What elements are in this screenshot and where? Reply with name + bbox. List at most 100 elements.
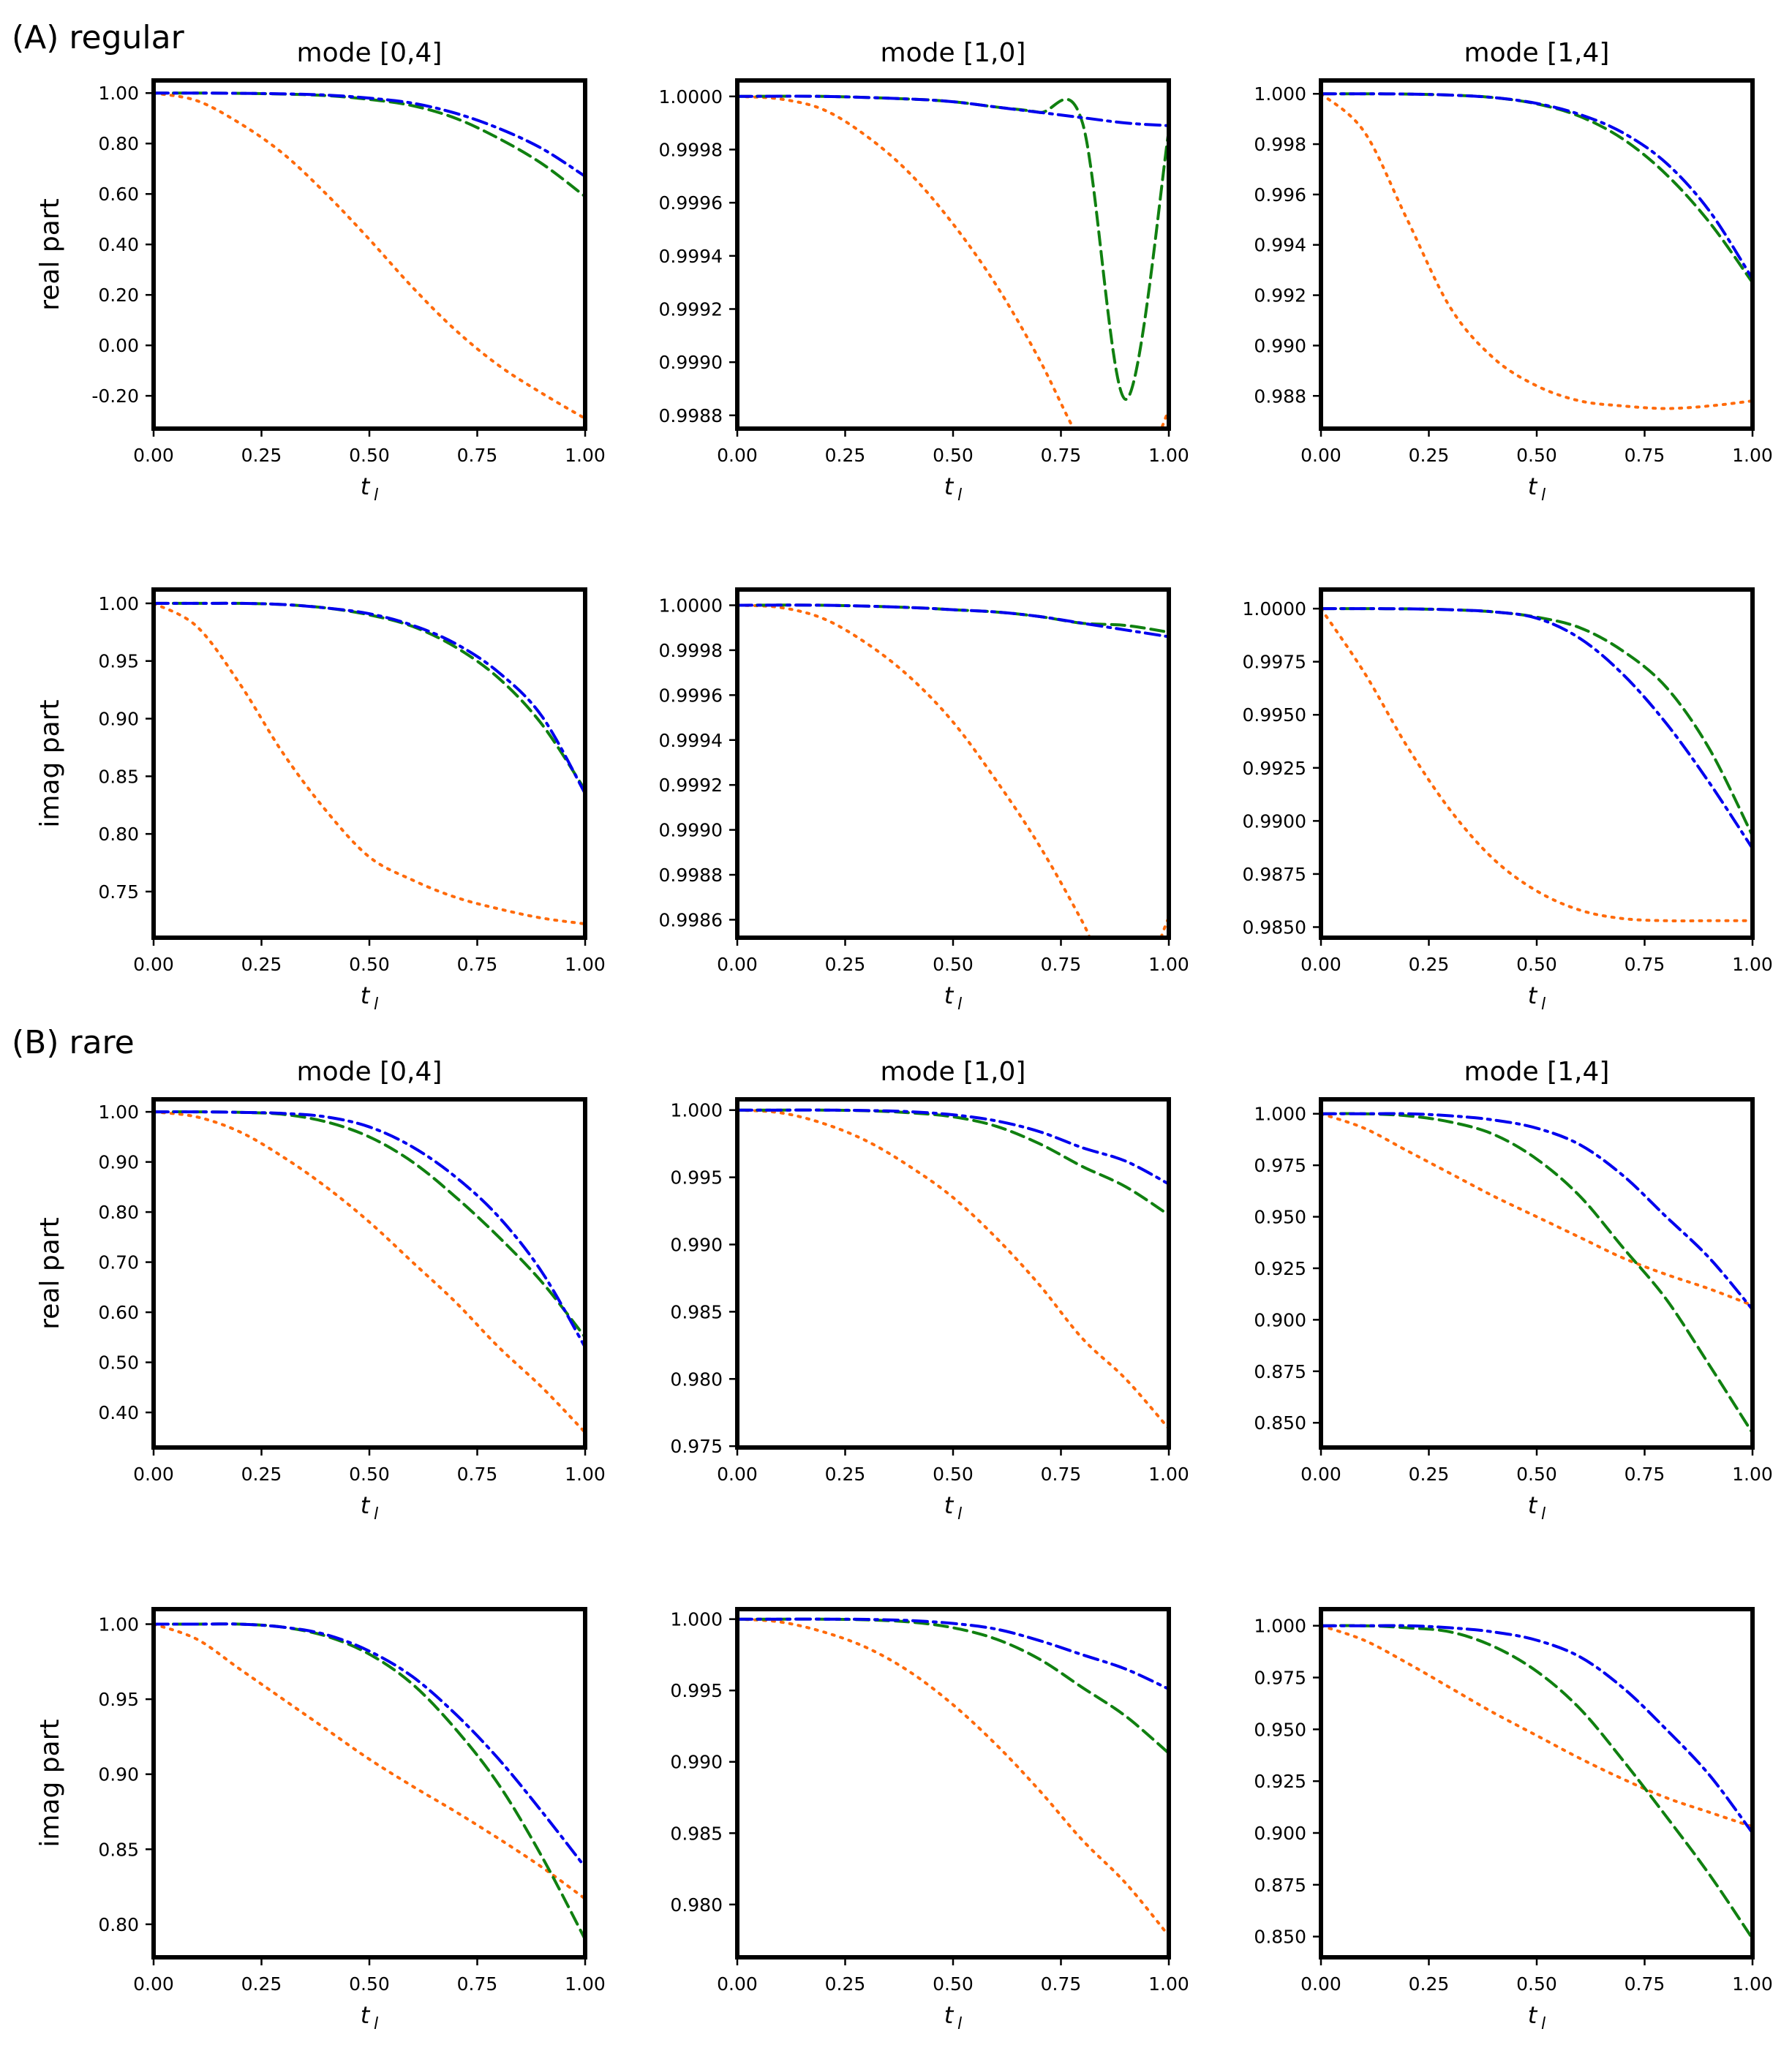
y-tick-label: 0.975 xyxy=(1254,1155,1306,1176)
x-tick-label: 0.00 xyxy=(1300,1464,1341,1485)
y-tick-label: 0.994 xyxy=(1254,235,1306,256)
y-tick-label: 1.000 xyxy=(1254,1616,1306,1637)
series-line-green-dashed xyxy=(1321,1624,1753,1940)
x-tick-label: 0.50 xyxy=(349,1464,390,1485)
x-tick-label: 0.00 xyxy=(1300,1973,1341,1995)
y-tick-label: 0.9994 xyxy=(659,246,723,267)
series-line-orange-dotted xyxy=(154,1622,585,1900)
x-tick-label: 0.25 xyxy=(241,954,282,975)
series-line-blue-dashdot xyxy=(737,94,1169,127)
x-tick-label: 0.50 xyxy=(1516,954,1557,975)
x-tick-label: 0.25 xyxy=(241,445,282,466)
x-axis-label: t xyxy=(361,473,371,500)
panel-regular-2: 0.00 0.25 0.50 0.75 1.00 0.9988 0.9990 0.9992 0.… xyxy=(659,38,1189,505)
y-tick-label: 1.0000 xyxy=(659,595,723,616)
series-line-orange-dotted xyxy=(1321,1112,1753,1307)
y-tick-label: 0.9998 xyxy=(659,139,723,160)
x-axis-label-subscript: l xyxy=(374,2015,378,2033)
panel-title: mode [1,4] xyxy=(1464,1057,1610,1087)
y-tick-label: -0.20 xyxy=(91,385,139,407)
y-tick-label: 0.20 xyxy=(98,285,139,306)
y-tick-label: 0.95 xyxy=(98,1689,139,1710)
panel-regular-6: 0.00 0.25 0.50 0.75 1.00 0.9850 0.9875 0.9900 0.… xyxy=(1243,587,1773,1014)
y-tick-label: 0.900 xyxy=(1254,1823,1306,1844)
y-tick-label: 0.9986 xyxy=(659,909,723,930)
x-tick-label: 0.75 xyxy=(1625,1973,1665,1995)
x-axis-label-subscript: l xyxy=(374,486,378,505)
x-axis-label: t xyxy=(361,1491,371,1519)
y-tick-label: 0.996 xyxy=(1254,184,1306,206)
x-tick-label: 0.00 xyxy=(133,1464,174,1485)
y-axis-label: imag part xyxy=(35,699,65,827)
panel-rare-2: 0.00 0.25 0.50 0.75 1.00 0.975 0.980 0.985 0.990… xyxy=(670,1057,1189,1524)
y-axis-label: real part xyxy=(35,198,65,311)
x-tick-label: 0.75 xyxy=(457,1973,498,1995)
x-tick-label: 0.25 xyxy=(241,1464,282,1485)
series-line-blue-dashdot xyxy=(1321,92,1753,281)
x-tick-label: 1.00 xyxy=(1732,1973,1773,1995)
x-tick-label: 0.75 xyxy=(1041,1973,1082,1995)
y-tick-label: 0.980 xyxy=(670,1369,723,1390)
x-tick-label: 0.75 xyxy=(457,445,498,466)
panel-title: mode [0,4] xyxy=(297,1057,443,1087)
x-tick-label: 0.75 xyxy=(457,954,498,975)
y-axis-label: imag part xyxy=(35,1719,65,1847)
x-tick-label: 1.00 xyxy=(1732,445,1773,466)
y-tick-label: 0.925 xyxy=(1254,1258,1306,1279)
y-tick-label: 0.9988 xyxy=(659,865,723,886)
y-tick-label: 0.9925 xyxy=(1243,758,1306,779)
x-axis-label: t xyxy=(944,473,955,500)
x-axis-label-subscript: l xyxy=(1541,2015,1546,2033)
y-tick-label: 0.90 xyxy=(98,1152,139,1173)
y-tick-label: 1.000 xyxy=(1254,1104,1306,1125)
y-tick-label: 0.992 xyxy=(1254,285,1306,306)
x-tick-label: 1.00 xyxy=(1148,1464,1189,1485)
x-tick-label: 0.25 xyxy=(1409,1464,1450,1485)
series-line-orange-dotted xyxy=(1321,1624,1753,1829)
y-tick-label: 0.75 xyxy=(98,881,139,903)
x-axis-label: t xyxy=(361,982,371,1009)
x-tick-label: 0.75 xyxy=(1041,445,1082,466)
x-axis-label: t xyxy=(944,982,955,1009)
y-tick-label: 0.60 xyxy=(98,184,139,205)
x-tick-label: 0.00 xyxy=(1300,954,1341,975)
y-tick-label: 0.40 xyxy=(98,1402,139,1423)
panel-title: mode [0,4] xyxy=(297,38,443,68)
panels: 0.00 0.25 0.50 0.75 1.00 -0.20 0.00 0.20 0.40 0.6… xyxy=(35,38,1773,2033)
x-tick-label: 1.00 xyxy=(565,1973,606,1995)
panel-rare-6: 0.00 0.25 0.50 0.75 1.00 0.850 0.875 0.900 0.925… xyxy=(1254,1607,1773,2033)
x-axis-label-subscript: l xyxy=(374,1505,378,1524)
y-tick-label: 0.9850 xyxy=(1243,916,1306,938)
y-tick-label: 1.00 xyxy=(98,83,139,104)
series-line-blue-dashdot xyxy=(1321,1112,1753,1311)
y-tick-label: 0.9992 xyxy=(659,775,723,796)
x-axis-label-subscript: l xyxy=(1541,995,1546,1014)
y-tick-label: 0.80 xyxy=(98,1914,139,1935)
series-line-blue-dashdot xyxy=(1321,1624,1753,1834)
x-tick-label: 1.00 xyxy=(1148,445,1189,466)
y-tick-label: 1.000 xyxy=(670,1100,723,1121)
series-line-blue-dashdot xyxy=(737,1617,1169,1691)
series-line-blue-dashdot xyxy=(737,1108,1169,1186)
x-axis-label: t xyxy=(1528,982,1538,1009)
y-tick-label: 1.000 xyxy=(1254,83,1306,105)
y-tick-label: 0.9996 xyxy=(659,685,723,706)
x-tick-label: 0.75 xyxy=(1625,954,1665,975)
x-tick-label: 0.50 xyxy=(1516,1464,1557,1485)
y-tick-label: 1.000 xyxy=(670,1609,723,1630)
y-tick-label: 0.95 xyxy=(98,651,139,672)
x-tick-label: 0.75 xyxy=(1625,445,1665,466)
y-tick-label: 0.985 xyxy=(670,1301,723,1322)
y-tick-label: 0.9990 xyxy=(659,352,723,373)
y-tick-label: 0.9988 xyxy=(659,405,723,426)
series-line-orange-dotted xyxy=(154,1110,585,1434)
panel-title: mode [1,0] xyxy=(881,38,1026,68)
x-axis-label: t xyxy=(1528,2001,1538,2029)
x-tick-label: 0.50 xyxy=(349,954,390,975)
x-tick-label: 1.00 xyxy=(565,1464,606,1485)
y-tick-label: 1.00 xyxy=(98,593,139,614)
y-tick-label: 0.9900 xyxy=(1243,810,1306,832)
series-line-orange-dotted xyxy=(737,1108,1169,1431)
y-tick-label: 0.980 xyxy=(670,1894,723,1916)
